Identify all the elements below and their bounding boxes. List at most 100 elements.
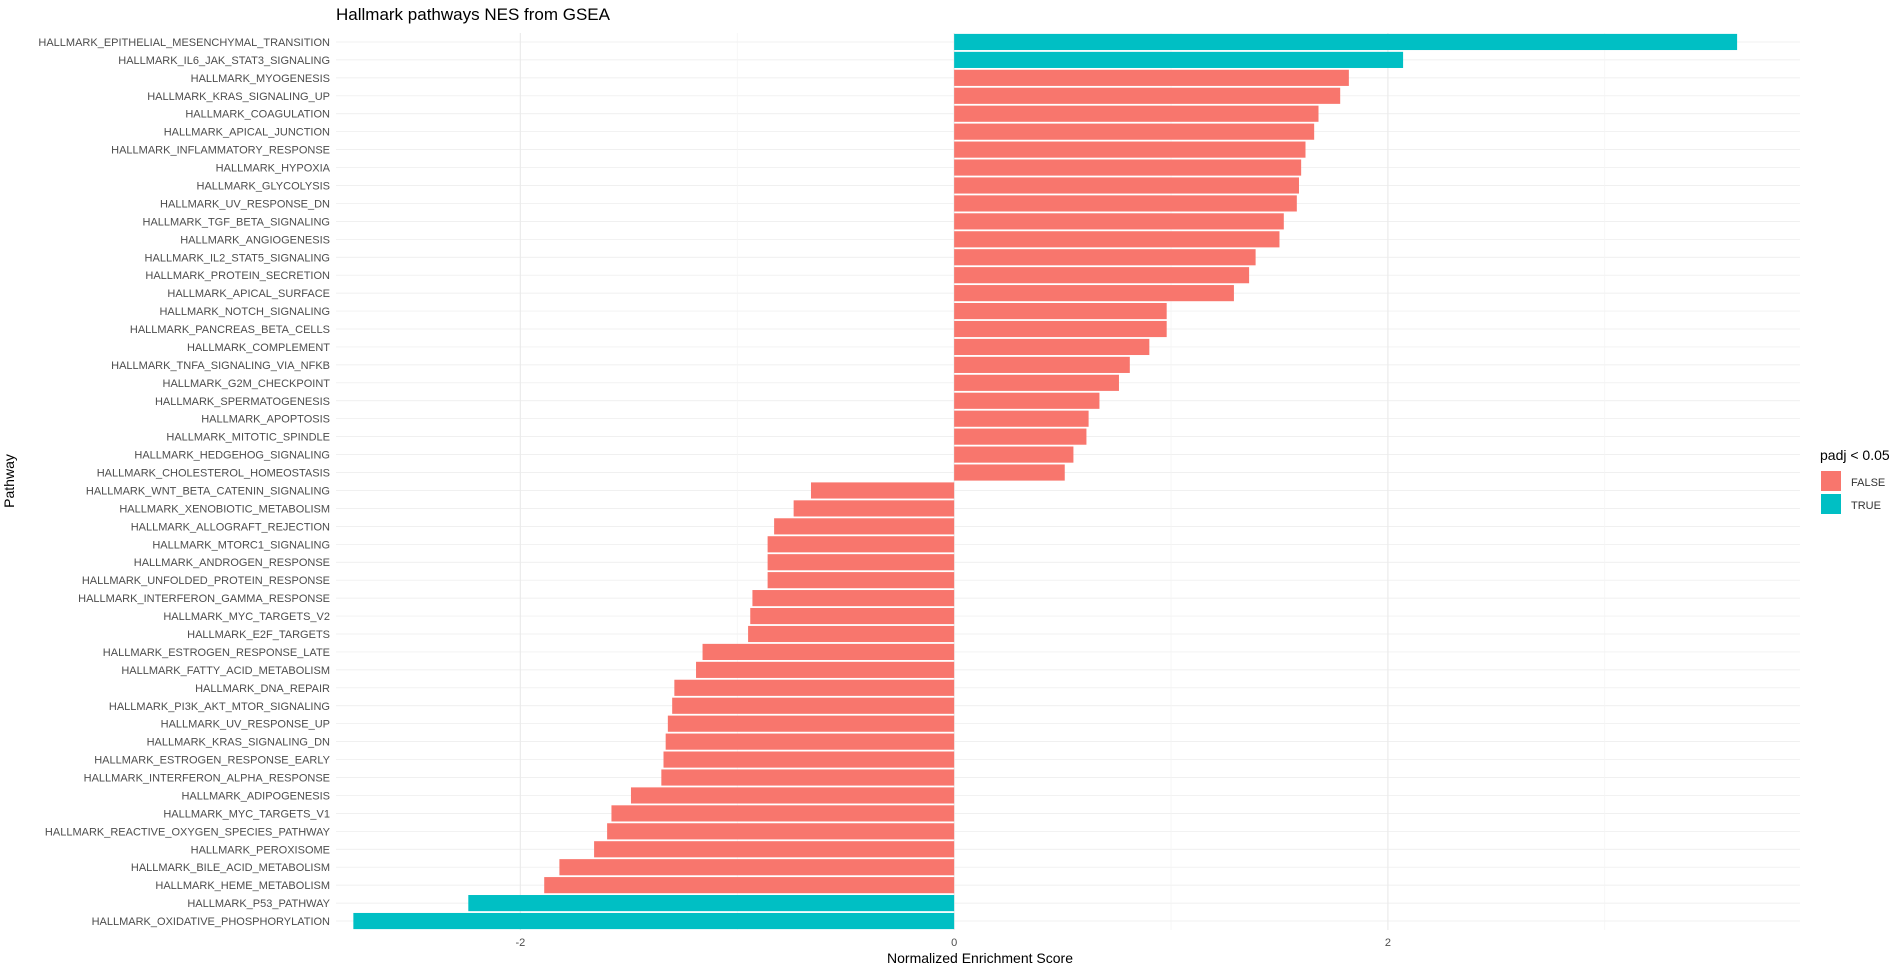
y-tick-label: HALLMARK_APICAL_SURFACE [167,288,330,300]
bar-hallmark-interferon-alpha-response [661,769,955,786]
x-tick-label: 0 [951,937,957,949]
legend-title: padj < 0.05 [1820,447,1890,463]
y-tick-label: HALLMARK_KRAS_SIGNALING_UP [147,91,330,103]
y-tick-label: HALLMARK_OXIDATIVE_PHOSPHORYLATION [92,916,330,928]
y-tick-label: HALLMARK_TNFA_SIGNALING_VIA_NFKB [111,360,330,372]
bar-hallmark-tnfa-signaling-via-nfkb [954,356,1130,373]
bar-hallmark-glycolysis [954,177,1299,194]
y-tick-label: HALLMARK_HEME_METABOLISM [155,880,330,892]
bar-hallmark-uv-response-up [667,715,955,732]
bar-hallmark-il6-jak-stat3-signaling [954,51,1404,68]
bar-hallmark-dna-repair [674,679,955,696]
bar-hallmark-notch-signaling [954,302,1167,320]
bar-hallmark-g2m-checkpoint [954,374,1119,391]
y-tick-label: HALLMARK_HEDGEHOG_SIGNALING [134,450,330,462]
bar-hallmark-fatty-acid-metabolism [696,661,955,678]
bar-hallmark-bile-acid-metabolism [559,859,955,876]
bar-hallmark-kras-signaling-dn [665,733,955,750]
bar-hallmark-pancreas-beta-cells [954,320,1167,338]
y-tick-label: HALLMARK_UV_RESPONSE_DN [160,198,330,210]
bar-hallmark-reactive-oxygen-species-pathway [607,823,955,840]
y-tick-label: HALLMARK_NOTCH_SIGNALING [159,306,330,318]
bar-hallmark-coagulation [954,105,1319,122]
y-tick-label: HALLMARK_ALLOGRAFT_REJECTION [131,521,330,533]
bar-hallmark-e2f-targets [748,625,955,643]
y-tick-label: HALLMARK_TGF_BETA_SIGNALING [143,216,330,228]
bar-hallmark-apoptosis [954,410,1089,427]
y-tick-label: HALLMARK_E2F_TARGETS [187,629,330,641]
y-tick-label: HALLMARK_INTERFERON_GAMMA_RESPONSE [78,593,330,605]
y-tick-label: HALLMARK_IL2_STAT5_SIGNALING [145,252,330,264]
y-tick-label: HALLMARK_UV_RESPONSE_UP [161,719,330,731]
y-tick-label: HALLMARK_PI3K_AKT_MTOR_SIGNALING [109,701,330,713]
bar-hallmark-adipogenesis [630,787,955,804]
bar-hallmark-pi3k-akt-mtor-signaling [672,697,955,714]
bar-hallmark-il2-stat5-signaling [954,249,1256,266]
y-tick-label: HALLMARK_FATTY_ACID_METABOLISM [121,665,330,677]
y-tick-label: HALLMARK_COMPLEMENT [187,342,330,354]
y-tick-label: HALLMARK_G2M_CHECKPOINT [163,378,331,390]
y-tick-label: HALLMARK_INFLAMMATORY_RESPONSE [111,145,330,157]
bar-hallmark-peroxisome [594,841,955,858]
y-tick-label: HALLMARK_GLYCOLYSIS [197,180,330,192]
y-tick-label: HALLMARK_ESTROGEN_RESPONSE_LATE [103,647,330,659]
y-tick-label: HALLMARK_ANDROGEN_RESPONSE [134,557,330,569]
bar-hallmark-xenobiotic-metabolism [793,500,955,517]
y-tick-label: HALLMARK_IL6_JAK_STAT3_SIGNALING [118,55,330,67]
bar-hallmark-cholesterol-homeostasis [954,464,1065,481]
bar-hallmark-complement [954,338,1150,356]
y-tick-label: HALLMARK_APOPTOSIS [201,414,330,426]
legend-swatch-false [1821,471,1841,491]
y-tick-label: HALLMARK_MYC_TARGETS_V2 [163,611,330,623]
chart-title: Hallmark pathways NES from GSEA [336,5,611,24]
bar-hallmark-protein-secretion [954,267,1250,284]
y-tick-label: HALLMARK_DNA_REPAIR [195,683,330,695]
x-tick-labels: -2 0 2 [515,937,1391,949]
y-tick-labels: HALLMARK_EPITHELIAL_MESENCHYMAL_TRANSITI… [38,37,330,928]
y-axis-title: Pathway [1,454,17,508]
bar-hallmark-hedgehog-signaling [954,446,1074,463]
bar-hallmark-wnt-beta-catenin-signaling [810,482,955,499]
bar-hallmark-estrogen-response-late [702,643,955,661]
x-axis-title: Normalized Enrichment Score [887,950,1073,966]
bar-hallmark-angiogenesis [954,231,1280,248]
bar-hallmark-inflammatory-response [954,141,1306,158]
y-tick-label: HALLMARK_EPITHELIAL_MESENCHYMAL_TRANSITI… [38,37,330,49]
bar-hallmark-estrogen-response-early [663,751,955,768]
y-tick-label: HALLMARK_ESTROGEN_RESPONSE_EARLY [94,755,330,767]
bars [353,33,1738,930]
y-tick-label: HALLMARK_MITOTIC_SPINDLE [166,432,330,444]
bar-hallmark-mtorc1-signaling [767,536,955,553]
bar-hallmark-mitotic-spindle [954,428,1087,445]
bar-hallmark-apical-surface [954,285,1234,302]
bar-hallmark-heme-metabolism [544,877,955,894]
y-tick-label: HALLMARK_MYC_TARGETS_V1 [163,808,330,820]
y-tick-label: HALLMARK_BILE_ACID_METABOLISM [131,862,330,874]
legend-swatch-true [1821,494,1841,514]
y-tick-label: HALLMARK_XENOBIOTIC_METABOLISM [119,503,330,515]
bar-hallmark-hypoxia [954,159,1302,176]
bar-hallmark-interferon-gamma-response [752,590,955,607]
x-tick-label: 2 [1385,937,1391,949]
y-tick-label: HALLMARK_PANCREAS_BETA_CELLS [130,324,330,336]
y-tick-label: HALLMARK_PEROXISOME [191,844,330,856]
bar-hallmark-unfolded-protein-response [767,572,955,589]
y-tick-label: HALLMARK_KRAS_SIGNALING_DN [147,737,330,749]
y-tick-label: HALLMARK_CHOLESTEROL_HOMEOSTASIS [97,468,330,480]
y-tick-label: HALLMARK_COAGULATION [185,109,330,121]
bar-hallmark-spermatogenesis [954,392,1100,409]
bar-hallmark-oxidative-phosphorylation [353,912,955,930]
y-tick-label: HALLMARK_HYPOXIA [216,163,331,175]
y-tick-label: HALLMARK_SPERMATOGENESIS [155,396,330,408]
bar-hallmark-tgf-beta-signaling [954,213,1284,230]
bar-hallmark-p53-pathway [468,895,955,912]
bar-hallmark-apical-junction [954,123,1315,140]
y-tick-label: HALLMARK_ADIPOGENESIS [181,790,330,802]
bar-hallmark-myogenesis [954,69,1349,86]
y-tick-label: HALLMARK_MYOGENESIS [191,73,330,85]
y-tick-label: HALLMARK_MTORC1_SIGNALING [152,539,330,551]
y-tick-label: HALLMARK_APICAL_JUNCTION [164,127,330,139]
legend-label-true: TRUE [1851,500,1881,512]
y-tick-label: HALLMARK_UNFOLDED_PROTEIN_RESPONSE [82,575,330,587]
